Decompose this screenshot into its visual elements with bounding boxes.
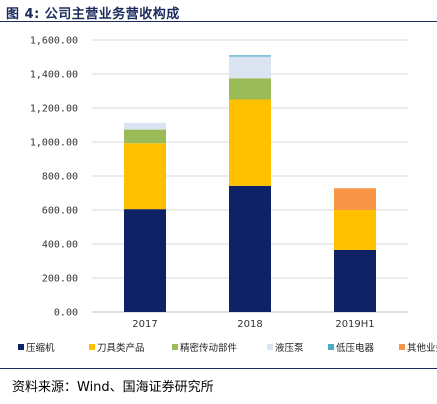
legend-swatch [172, 344, 178, 350]
stacked-bar-chart: 0.00 200.00 400.00 600.00 800.00 1,000.00 1,20… [18, 36, 437, 354]
legend-item: 液压泵 [267, 342, 304, 354]
bar-segment [229, 55, 271, 57]
y-tick-label: 1,600.00 [30, 36, 78, 47]
y-tick-label: 600.00 [42, 206, 78, 217]
legend-label: 液压泵 [275, 342, 304, 354]
y-tick-label: 1,200.00 [30, 104, 78, 115]
bar-segment [229, 78, 271, 100]
y-tick-label: 400.00 [42, 240, 78, 251]
legend-swatch [328, 344, 334, 350]
legend-label: 低压电器 [336, 342, 375, 354]
bar-segment [124, 209, 166, 312]
bars [124, 55, 376, 312]
source-divider [0, 368, 437, 369]
legend-item: 低压电器 [328, 342, 375, 354]
legend-swatch [89, 344, 95, 350]
legend-label: 精密传动部件 [180, 342, 238, 354]
bar-segment [124, 129, 166, 144]
legend-swatch [18, 344, 24, 350]
title-divider [0, 21, 437, 22]
legend-item: 压缩机 [18, 342, 55, 354]
figure-title: 图 4: 公司主营业务营收构成 [6, 7, 180, 22]
bar-segment [124, 122, 166, 130]
bar-segment [334, 249, 376, 312]
legend-item: 刀具类产品 [89, 342, 145, 354]
x-tick-label: 2018 [237, 319, 262, 330]
legend-swatch [399, 344, 405, 350]
legend: 压缩机 刀具类产品 精密传动部件 液压泵 低压电器 其他业务 [18, 342, 437, 354]
y-tick-label: 200.00 [42, 274, 78, 285]
bar-segment [229, 99, 271, 186]
legend-item: 精密传动部件 [172, 342, 238, 354]
bar-segment [124, 143, 166, 210]
x-tick-label: 2019H1 [335, 319, 374, 330]
y-tick-label: 1,400.00 [30, 70, 78, 81]
legend-item: 其他业务 [399, 342, 437, 354]
bar-segment [229, 185, 271, 312]
source-note: 资料来源：Wind、国海证券研究所 [12, 380, 214, 395]
y-axis-tick-labels: 0.00 200.00 400.00 600.00 800.00 1,000.00 1,20… [30, 36, 78, 319]
x-axis-tick-labels: 2017 2018 2019H1 [132, 319, 374, 330]
legend-label: 压缩机 [26, 342, 55, 354]
y-tick-label: 800.00 [42, 172, 78, 183]
y-tick-label: 1,000.00 [30, 138, 78, 149]
bar-segment [334, 188, 376, 210]
bar-segment [229, 56, 271, 79]
legend-label: 其他业务 [407, 342, 437, 354]
x-tick-label: 2017 [132, 319, 157, 330]
bar-segment [334, 210, 376, 250]
y-tick-label: 0.00 [54, 308, 78, 319]
legend-swatch [267, 344, 273, 350]
legend-label: 刀具类产品 [97, 342, 145, 354]
